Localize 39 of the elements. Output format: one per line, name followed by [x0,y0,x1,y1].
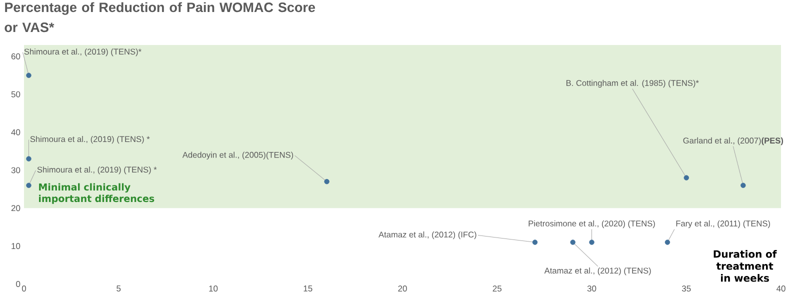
x-tick-label: 5 [116,286,121,292]
annotation: Fary et al., (2011) (TENS) [676,220,770,228]
annotation: Pietrosimone et al., (2020) (TENS) [528,220,655,228]
x-tick-label: 40 [776,286,786,292]
point [26,182,32,188]
x-axis-title: Duration of treatment in weeks [714,250,777,282]
point [26,72,32,78]
y-tick-label: 60 [11,53,20,60]
point [740,182,746,188]
x-tick-label: 0 [22,286,26,292]
y-tick-label: 30 [11,167,20,174]
y-tick-label: 50 [11,91,20,98]
point [26,156,32,162]
annotation: Atamaz et al., (2012) (IFC) [378,231,476,240]
x-tick-label: 35 [682,286,691,292]
point [570,240,576,245]
y-tick-label: 40 [11,129,20,136]
x-tick-label: 15 [304,286,312,292]
point [324,178,330,184]
band-label: Minimal clinically important differences [39,183,154,204]
x-tick-label: 30 [587,286,596,292]
point [664,240,670,245]
x-tick-label: 25 [492,286,502,292]
annotation: Adedoyin et al., (2005)(TENS) [182,152,294,160]
annotation: Garland et al., (2007)(PES) [683,137,784,146]
chart-title: Percentage of Reduction of Pain WOMAC Score or VAS* [4,2,316,32]
point [684,175,689,180]
y-tick-label: 0 [16,281,20,288]
annotation: Atamaz et al., (2012) (TENS) [544,267,651,276]
y-tick-label: 10 [12,243,20,250]
point [589,240,594,245]
y-tick-label: 20 [11,205,20,212]
point [532,240,538,245]
x-tick-label: 10 [209,286,218,292]
annotation: Shimoura et al., (2019) (TENS)* [24,48,142,56]
annotation: B. Cottingham et al. (1985) (TENS)* [566,80,699,88]
annotation: Shimoura et al., (2019) (TENS) * [37,166,157,174]
x-tick-label: 20 [398,286,407,292]
annotation: Shimoura et al., (2019) (TENS) * [30,136,150,144]
